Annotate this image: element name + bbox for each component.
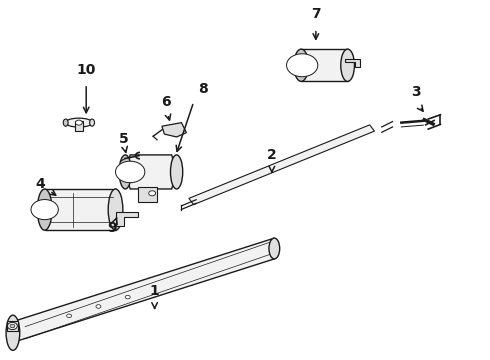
Text: 5: 5 bbox=[119, 132, 129, 147]
Ellipse shape bbox=[6, 315, 20, 350]
Polygon shape bbox=[6, 320, 18, 331]
Text: 8: 8 bbox=[198, 82, 208, 95]
FancyBboxPatch shape bbox=[301, 49, 347, 81]
Circle shape bbox=[67, 314, 72, 318]
FancyBboxPatch shape bbox=[45, 189, 116, 230]
Ellipse shape bbox=[119, 155, 131, 189]
Circle shape bbox=[31, 199, 58, 220]
Ellipse shape bbox=[269, 238, 280, 259]
Ellipse shape bbox=[171, 155, 183, 189]
Ellipse shape bbox=[294, 49, 309, 81]
Circle shape bbox=[96, 305, 101, 308]
Ellipse shape bbox=[66, 118, 92, 127]
Circle shape bbox=[116, 161, 145, 183]
Ellipse shape bbox=[341, 49, 354, 81]
Ellipse shape bbox=[63, 119, 68, 126]
Circle shape bbox=[75, 120, 82, 125]
Polygon shape bbox=[345, 59, 360, 67]
Text: 9: 9 bbox=[107, 221, 117, 235]
Polygon shape bbox=[138, 187, 157, 202]
Circle shape bbox=[125, 295, 130, 299]
Polygon shape bbox=[125, 155, 176, 189]
Circle shape bbox=[7, 322, 17, 329]
Text: 4: 4 bbox=[35, 177, 45, 190]
Polygon shape bbox=[189, 125, 374, 204]
Polygon shape bbox=[162, 123, 186, 137]
Polygon shape bbox=[10, 238, 274, 343]
Text: 3: 3 bbox=[411, 85, 421, 99]
Circle shape bbox=[149, 191, 156, 196]
Ellipse shape bbox=[37, 189, 52, 230]
Circle shape bbox=[10, 324, 15, 328]
Text: 10: 10 bbox=[76, 63, 96, 77]
Ellipse shape bbox=[90, 119, 95, 126]
FancyBboxPatch shape bbox=[75, 121, 83, 131]
Text: 2: 2 bbox=[267, 148, 277, 162]
Text: 6: 6 bbox=[161, 95, 171, 109]
Text: 7: 7 bbox=[311, 7, 320, 21]
Ellipse shape bbox=[108, 189, 123, 230]
Circle shape bbox=[287, 54, 318, 77]
Text: 1: 1 bbox=[150, 284, 159, 298]
Polygon shape bbox=[116, 212, 138, 226]
